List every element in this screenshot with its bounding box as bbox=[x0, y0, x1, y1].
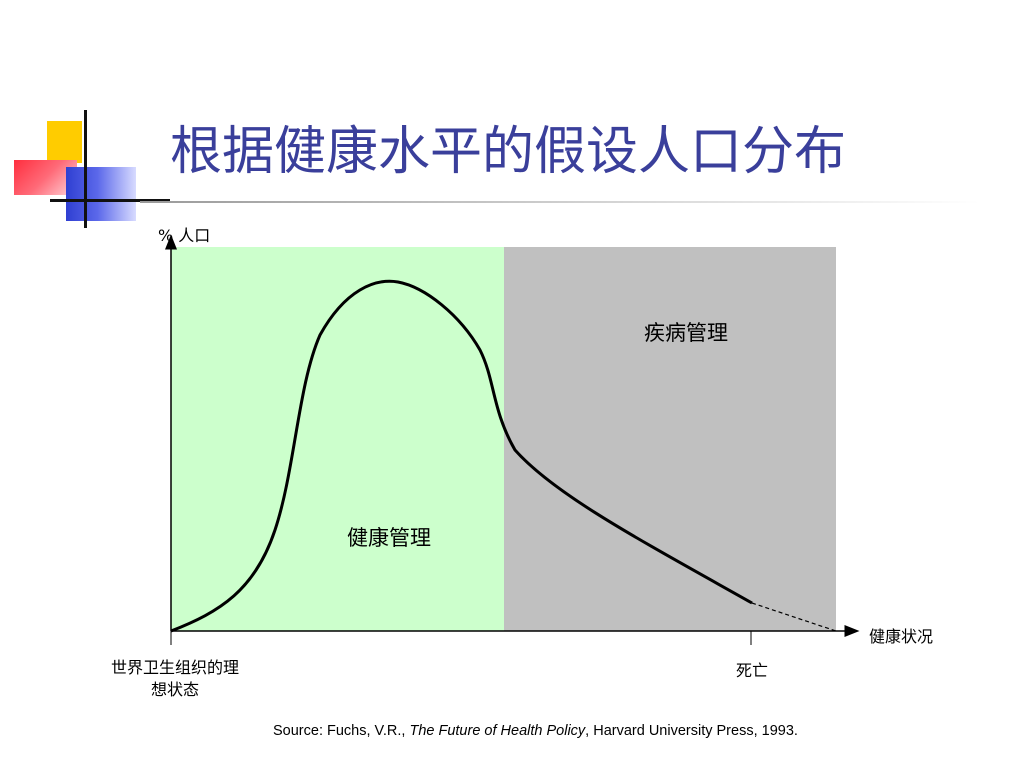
title-underline bbox=[140, 201, 980, 203]
health-management-label: 健康管理 bbox=[347, 526, 431, 550]
logo-blue-square bbox=[66, 167, 136, 221]
source-suffix: , Harvard University Press, 1993. bbox=[585, 723, 798, 739]
source-citation: Source: Fuchs, V.R., The Future of Healt… bbox=[273, 723, 798, 739]
x-tick-right-label: 死亡 bbox=[736, 661, 769, 680]
source-book-title: The Future of Health Policy bbox=[409, 723, 586, 739]
slide-title: 根据健康水平的假设人口分布 bbox=[170, 122, 847, 182]
x-tick-left-label: 世界卫生组织的理想状态 bbox=[110, 658, 239, 699]
disease-management-label: 疾病管理 bbox=[644, 321, 728, 345]
logo-vertical-line bbox=[84, 110, 87, 228]
health-management-region bbox=[171, 247, 504, 631]
distribution-curve bbox=[170, 279, 753, 633]
logo-horizontal-line bbox=[50, 199, 170, 202]
source-prefix: Source: Fuchs, V.R., bbox=[273, 723, 410, 739]
y-axis-label: % 人口 bbox=[158, 226, 211, 245]
x-axis-label: 健康状况 bbox=[869, 627, 934, 646]
slide-logo bbox=[0, 0, 170, 240]
logo-yellow-square bbox=[47, 121, 82, 163]
disease-management-region bbox=[504, 247, 836, 631]
distribution-curve-dashed-tail bbox=[751, 602, 837, 632]
